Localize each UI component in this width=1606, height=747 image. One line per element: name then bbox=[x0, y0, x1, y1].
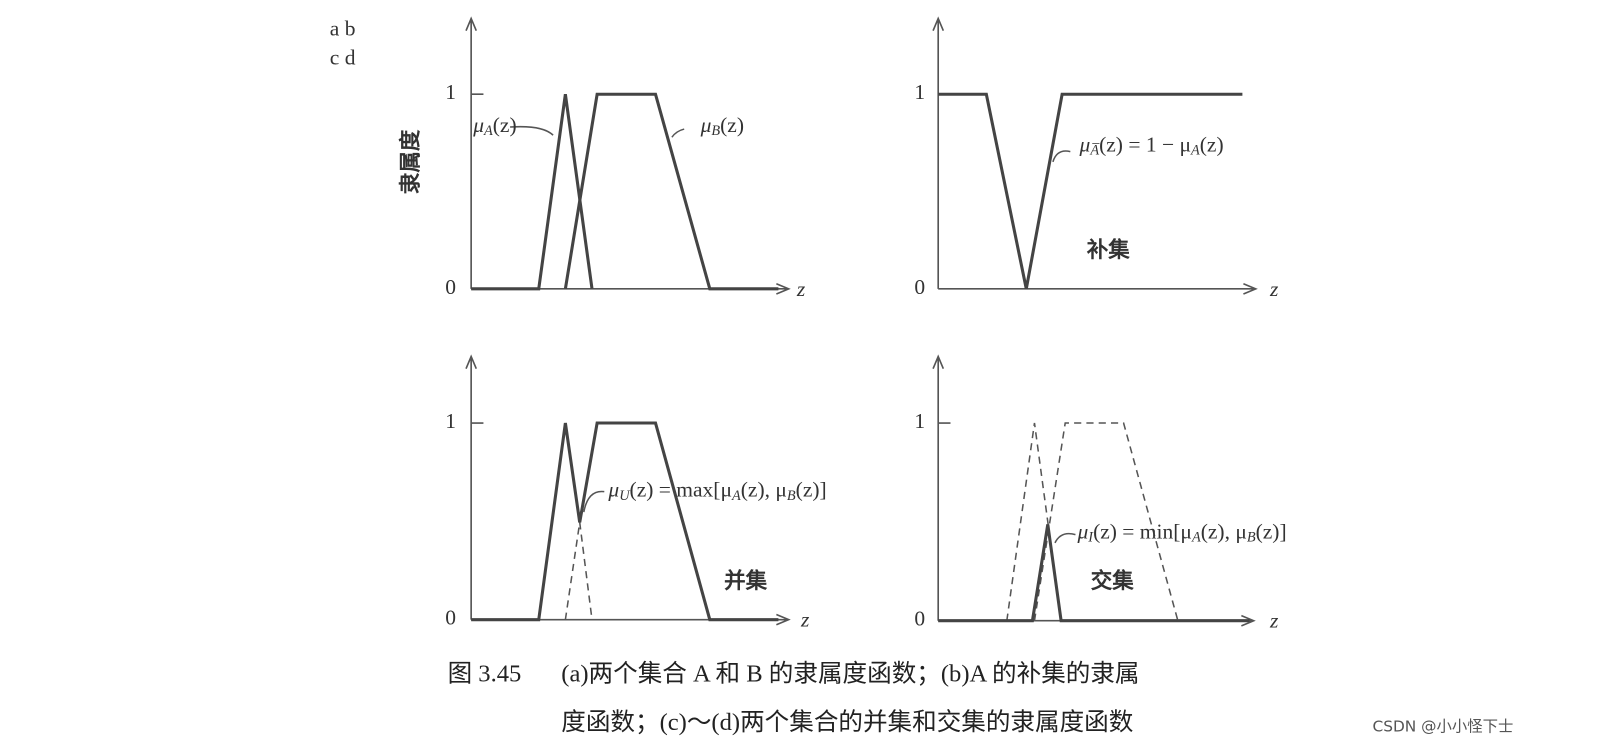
y-axis-label: 隶属度 bbox=[398, 129, 424, 194]
annotation-part: μ bbox=[607, 478, 619, 502]
set-label: 补集 bbox=[1086, 237, 1131, 263]
y-tick-label: 0 bbox=[914, 275, 925, 299]
annotation: μB(z) bbox=[700, 113, 744, 139]
annotation: μA(z) bbox=[472, 113, 516, 139]
annotation-subscript: A̅ bbox=[1089, 143, 1100, 159]
annotation-subscript: B bbox=[1247, 530, 1256, 546]
annotation-part: (z) bbox=[493, 113, 517, 137]
plot-shapes bbox=[465, 16, 1258, 627]
annotation: μU(z) = max[μA(z), μB(z)] bbox=[607, 478, 826, 504]
annotation-part: (z)] bbox=[1256, 520, 1287, 544]
annotation-subscript: B bbox=[711, 123, 720, 139]
set-label: 并集 bbox=[724, 568, 768, 594]
panel-letters: a b bbox=[330, 17, 356, 41]
annotation-part: (z) bbox=[1200, 132, 1224, 156]
annotation-part: μ bbox=[472, 113, 484, 137]
panel-letters: c d bbox=[330, 45, 356, 69]
annotation-part: (z)] bbox=[796, 478, 827, 502]
caption-line: 度函数；(c)～(d)两个集合的并集和交集的隶属度函数 bbox=[561, 708, 1133, 736]
x-axis-label: z bbox=[800, 608, 810, 632]
watermark: CSDN @小小怪下士 bbox=[1372, 718, 1513, 736]
annotation-part: (z) = 1 − μ bbox=[1099, 132, 1191, 156]
annotation: μI(z) = min[μA(z), μB(z)] bbox=[1076, 520, 1286, 546]
x-axis-label: z bbox=[1269, 609, 1279, 633]
y-tick-label: 1 bbox=[445, 409, 456, 433]
caption-number: 图 3.45 bbox=[448, 661, 522, 688]
y-tick-label: 1 bbox=[445, 80, 456, 104]
y-tick-label: 0 bbox=[445, 275, 456, 299]
annotation-subscript: A bbox=[731, 488, 741, 504]
annotation-part: (z), μ bbox=[741, 478, 787, 502]
annotation-subscript: A bbox=[483, 123, 493, 139]
y-tick-label: 1 bbox=[914, 80, 925, 104]
annotation-part: (z), μ bbox=[1201, 520, 1247, 544]
annotation-part: (z) = min[μ bbox=[1093, 520, 1192, 544]
y-tick-label: 0 bbox=[445, 606, 456, 630]
annotation-part: (z) bbox=[720, 113, 744, 137]
set-label: 交集 bbox=[1091, 568, 1135, 594]
annotation-part: μ bbox=[700, 113, 712, 137]
y-tick-label: 1 bbox=[914, 409, 925, 433]
annotation-part: μ bbox=[1079, 132, 1091, 156]
y-tick-label: 0 bbox=[914, 607, 925, 631]
x-axis-label: z bbox=[796, 277, 806, 301]
annotation-subscript: A bbox=[1190, 143, 1200, 159]
caption-line: (a)两个集合 A 和 B 的隶属度函数；(b)A 的补集的隶属 bbox=[561, 660, 1139, 688]
annotation-subscript: I bbox=[1087, 530, 1094, 546]
annotation: μA̅(z) = 1 − μA(z) bbox=[1079, 132, 1224, 158]
annotation-subscript: U bbox=[619, 488, 631, 504]
annotation-subscript: B bbox=[787, 488, 796, 504]
annotation-part: μ bbox=[1076, 520, 1088, 544]
x-axis-label: z bbox=[1269, 277, 1279, 301]
annotation-subscript: A bbox=[1191, 530, 1201, 546]
annotation-part: (z) = max[μ bbox=[630, 478, 732, 502]
